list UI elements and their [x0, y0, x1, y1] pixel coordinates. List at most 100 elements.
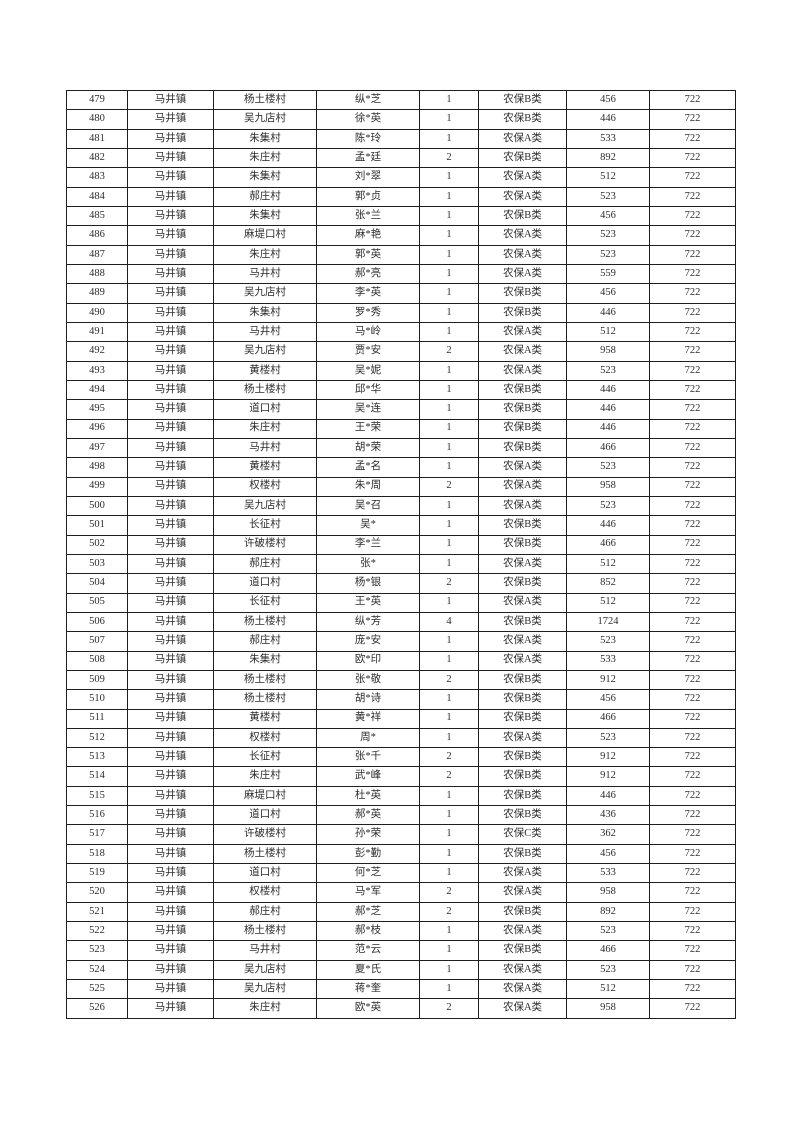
- cell-pension-category: 农保B类: [478, 611, 567, 633]
- cell-serial-number: 480: [66, 109, 128, 130]
- table-row: 505 马井镇 长征村 王*英 1 农保A类 512 722: [66, 592, 736, 613]
- cell-serial-number: 523: [66, 940, 128, 961]
- table-row: 491 马井镇 马井村 马*岭 1 农保A类 512 722: [66, 321, 736, 343]
- cell-amount: 456: [566, 843, 650, 865]
- cell-village: 杨土楼村: [213, 843, 317, 865]
- cell-pension-category: 农保B类: [478, 785, 567, 807]
- cell-village: 权楼村: [213, 727, 317, 749]
- cell-village: 道口村: [213, 399, 317, 420]
- cell-person-name: 彭*勤: [316, 843, 420, 865]
- cell-town: 马井镇: [127, 979, 214, 1000]
- cell-amount: 523: [566, 631, 650, 652]
- cell-person-count: 1: [419, 379, 479, 401]
- cell-amount: 892: [566, 901, 650, 923]
- table-row: 518 马井镇 杨土楼村 彭*勤 1 农保B类 456 722: [66, 843, 736, 865]
- cell-town: 马井镇: [127, 882, 214, 903]
- cell-village: 吴九店村: [213, 283, 317, 304]
- cell-serial-number: 517: [66, 824, 128, 845]
- cell-person-count: 1: [419, 167, 479, 188]
- cell-amount: 456: [566, 89, 650, 111]
- cell-person-count: 1: [419, 631, 479, 652]
- cell-town: 马井镇: [127, 263, 214, 285]
- cell-person-count: 1: [419, 979, 479, 1000]
- table-row: 517 马井镇 许破楼村 孙*荣 1 农保C类 362 722: [66, 824, 736, 845]
- cell-town: 马井镇: [127, 805, 214, 826]
- table-row: 522 马井镇 杨土楼村 郝*枝 1 农保A类 523 722: [66, 921, 736, 942]
- table-body: 479 马井镇 杨土楼村 纵*芝 1 农保B类 456 722 480 马井镇 吴九店村 徐*英 1 农保…: [66, 89, 736, 1019]
- cell-village: 道口村: [213, 805, 317, 826]
- cell-village: 朱庄村: [213, 766, 317, 787]
- cell-amount: 958: [566, 882, 650, 903]
- cell-amount: 466: [566, 534, 650, 555]
- table-row: 512 马井镇 权楼村 周* 1 农保A类 523 722: [66, 727, 736, 749]
- cell-serial-number: 524: [66, 959, 128, 981]
- cell-standard: 722: [649, 940, 736, 961]
- cell-town: 马井镇: [127, 650, 214, 671]
- cell-town: 马井镇: [127, 515, 214, 536]
- cell-person-count: 1: [419, 263, 479, 285]
- cell-standard: 722: [649, 669, 736, 691]
- cell-amount: 446: [566, 302, 650, 323]
- cell-serial-number: 501: [66, 515, 128, 536]
- cell-person-name: 何*芝: [316, 863, 420, 884]
- cell-person-name: 罗*秀: [316, 302, 420, 323]
- cell-person-count: 1: [419, 109, 479, 130]
- cell-person-name: 李*兰: [316, 534, 420, 555]
- cell-person-name: 邱*华: [316, 379, 420, 401]
- cell-pension-category: 农保A类: [478, 553, 567, 575]
- cell-village: 马井村: [213, 321, 317, 343]
- cell-person-count: 1: [419, 824, 479, 845]
- cell-person-count: 1: [419, 921, 479, 942]
- cell-pension-category: 农保B类: [478, 669, 567, 691]
- cell-standard: 722: [649, 302, 736, 323]
- cell-standard: 722: [649, 89, 736, 111]
- cell-serial-number: 507: [66, 631, 128, 652]
- cell-person-name: 郝*枝: [316, 921, 420, 942]
- table-row: 480 马井镇 吴九店村 徐*英 1 农保B类 446 722: [66, 109, 736, 130]
- cell-amount: 456: [566, 689, 650, 710]
- cell-person-name: 陈*玲: [316, 128, 420, 149]
- cell-standard: 722: [649, 747, 736, 768]
- cell-pension-category: 农保A类: [478, 727, 567, 749]
- cell-village: 朱集村: [213, 205, 317, 227]
- cell-pension-category: 农保A类: [478, 167, 567, 188]
- cell-standard: 722: [649, 959, 736, 981]
- cell-person-count: 2: [419, 476, 479, 497]
- cell-standard: 722: [649, 766, 736, 787]
- cell-serial-number: 493: [66, 360, 128, 381]
- cell-village: 朱庄村: [213, 998, 317, 1019]
- cell-standard: 722: [649, 901, 736, 923]
- cell-person-count: 1: [419, 650, 479, 671]
- table-row: 508 马井镇 朱集村 欧*印 1 农保A类 533 722: [66, 650, 736, 671]
- cell-town: 马井镇: [127, 708, 214, 729]
- cell-village: 道口村: [213, 573, 317, 594]
- cell-town: 马井镇: [127, 437, 214, 459]
- cell-person-name: 杨*银: [316, 573, 420, 594]
- cell-standard: 722: [649, 979, 736, 1000]
- cell-pension-category: 农保B类: [478, 437, 567, 459]
- cell-town: 马井镇: [127, 766, 214, 787]
- cell-person-count: 1: [419, 689, 479, 710]
- cell-village: 长征村: [213, 592, 317, 613]
- cell-pension-category: 农保A类: [478, 321, 567, 343]
- cell-town: 马井镇: [127, 631, 214, 652]
- cell-standard: 722: [649, 244, 736, 265]
- cell-person-name: 张*: [316, 553, 420, 575]
- table-row: 484 马井镇 郝庄村 郭*贞 1 农保A类 523 722: [66, 186, 736, 207]
- cell-pension-category: 农保B类: [478, 147, 567, 169]
- table-row: 526 马井镇 朱庄村 欧*英 2 农保A类 958 722: [66, 998, 736, 1019]
- table-row: 483 马井镇 朱集村 刘*翠 1 农保A类 512 722: [66, 167, 736, 188]
- table-row: 521 马井镇 郝庄村 郝*芝 2 农保B类 892 722: [66, 901, 736, 923]
- cell-person-name: 吴*: [316, 515, 420, 536]
- cell-amount: 852: [566, 573, 650, 594]
- cell-amount: 958: [566, 998, 650, 1019]
- cell-standard: 722: [649, 824, 736, 845]
- cell-pension-category: 农保B类: [478, 843, 567, 865]
- cell-amount: 446: [566, 399, 650, 420]
- cell-pension-category: 农保B类: [478, 109, 567, 130]
- cell-serial-number: 508: [66, 650, 128, 671]
- cell-town: 马井镇: [127, 147, 214, 169]
- cell-serial-number: 483: [66, 167, 128, 188]
- cell-serial-number: 520: [66, 882, 128, 903]
- cell-town: 马井镇: [127, 457, 214, 478]
